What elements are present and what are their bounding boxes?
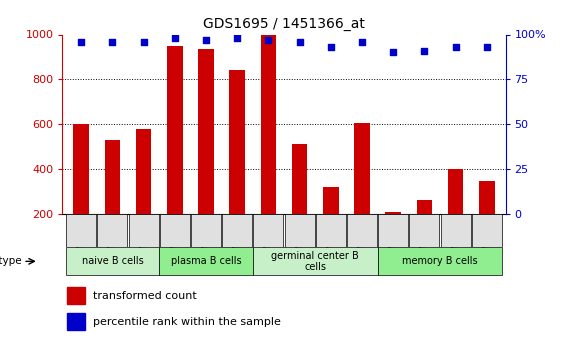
Bar (354, 123, 370, 214)
Point (326, 44, 335, 50)
Bar (261, 34, 276, 214)
Text: memory B cells: memory B cells (402, 256, 478, 266)
Bar (323, 187, 339, 214)
Bar (167, 46, 182, 214)
Bar (386, 211, 401, 214)
Point (264, 37, 273, 43)
FancyBboxPatch shape (253, 247, 378, 275)
Bar (448, 169, 463, 214)
FancyBboxPatch shape (66, 214, 96, 247)
FancyBboxPatch shape (378, 247, 503, 275)
FancyBboxPatch shape (285, 214, 315, 247)
Bar (136, 129, 152, 214)
Point (451, 44, 460, 50)
Text: cell type: cell type (0, 256, 22, 266)
Bar (229, 70, 245, 214)
FancyBboxPatch shape (378, 214, 408, 247)
Text: naive B cells: naive B cells (82, 256, 143, 266)
FancyBboxPatch shape (159, 247, 253, 275)
Point (139, 39, 148, 45)
Point (202, 37, 211, 43)
FancyBboxPatch shape (410, 214, 440, 247)
Bar (479, 181, 495, 214)
FancyBboxPatch shape (253, 214, 283, 247)
Text: plasma B cells: plasma B cells (171, 256, 241, 266)
Bar (67, 313, 85, 331)
FancyBboxPatch shape (316, 214, 346, 247)
FancyBboxPatch shape (347, 214, 377, 247)
Point (170, 35, 179, 41)
Bar (67, 287, 85, 304)
Point (295, 39, 304, 45)
Text: germinal center B
cells: germinal center B cells (272, 250, 359, 272)
Point (389, 50, 398, 55)
FancyBboxPatch shape (472, 214, 502, 247)
Title: GDS1695 / 1451366_at: GDS1695 / 1451366_at (203, 17, 365, 31)
Text: transformed count: transformed count (94, 290, 197, 300)
Point (482, 44, 491, 50)
FancyBboxPatch shape (441, 214, 470, 247)
Point (420, 48, 429, 53)
Bar (292, 144, 307, 214)
Bar (198, 49, 214, 214)
Point (233, 35, 242, 41)
Point (357, 39, 366, 45)
FancyBboxPatch shape (128, 214, 158, 247)
FancyBboxPatch shape (191, 214, 221, 247)
Bar (416, 200, 432, 214)
Text: percentile rank within the sample: percentile rank within the sample (94, 317, 281, 327)
Point (77, 39, 86, 45)
Bar (105, 140, 120, 214)
FancyBboxPatch shape (98, 214, 127, 247)
FancyBboxPatch shape (222, 214, 252, 247)
Bar (73, 124, 89, 214)
FancyBboxPatch shape (160, 214, 190, 247)
FancyBboxPatch shape (65, 247, 159, 275)
Point (108, 39, 117, 45)
